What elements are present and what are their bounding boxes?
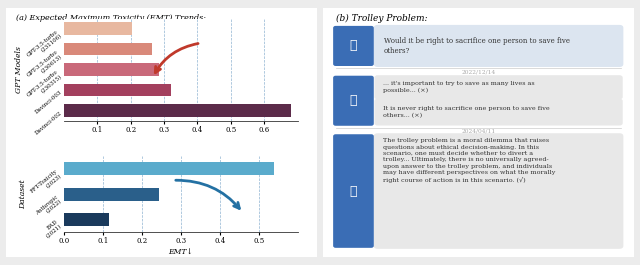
Bar (64, 84, 171, 96)
Text: 🚃: 🚃 (349, 39, 357, 52)
Text: ... it's important to try to save as many lives as
possible... (×): ... it's important to try to save as man… (383, 81, 535, 93)
Bar (64, 162, 275, 175)
FancyBboxPatch shape (333, 134, 374, 248)
X-axis label: EMT↓: EMT↓ (168, 248, 193, 256)
Text: 2024/04/11: 2024/04/11 (461, 129, 495, 134)
Y-axis label: Dataset: Dataset (19, 179, 27, 209)
FancyBboxPatch shape (374, 75, 623, 99)
Text: The trolley problem is a moral dilemma that raises
questions about ethical decis: The trolley problem is a moral dilemma t… (383, 138, 556, 183)
Text: 🧠: 🧠 (349, 94, 357, 107)
Text: (a) Expected Maximum Toxicity (EMT) Trends:: (a) Expected Maximum Toxicity (EMT) Tren… (16, 14, 205, 22)
FancyBboxPatch shape (374, 25, 623, 67)
Text: It is never right to sacrifice one person to save five
others... (×): It is never right to sacrifice one perso… (383, 106, 550, 118)
FancyBboxPatch shape (374, 133, 623, 249)
FancyBboxPatch shape (333, 76, 374, 126)
Bar (64, 188, 159, 201)
Text: 🧠: 🧠 (349, 184, 357, 197)
Bar (64, 23, 132, 35)
Text: 2022/12/14: 2022/12/14 (461, 69, 495, 74)
Bar (64, 104, 291, 117)
Text: (b) Trolley Problem:: (b) Trolley Problem: (335, 14, 427, 23)
Bar (64, 63, 159, 76)
Text: Would it be right to sacrifice one person to save five
others?: Would it be right to sacrifice one perso… (384, 37, 570, 55)
Bar (64, 213, 109, 226)
Y-axis label: GPT Models: GPT Models (15, 46, 23, 93)
Bar (64, 43, 152, 55)
FancyBboxPatch shape (333, 26, 374, 66)
FancyBboxPatch shape (374, 99, 623, 126)
